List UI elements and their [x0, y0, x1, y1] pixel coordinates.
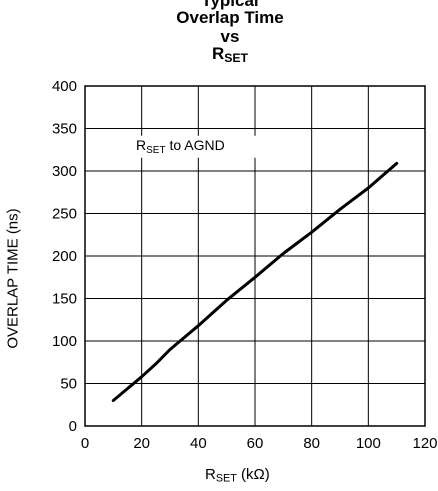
title-rset-main: R — [211, 44, 225, 63]
chart-title-line-3: vs — [220, 27, 240, 46]
x-tick-label: 60 — [247, 435, 264, 452]
y-tick-label: 100 — [52, 333, 77, 350]
y-tick-label: 400 — [52, 78, 77, 95]
x-tick-label: 80 — [303, 435, 320, 452]
annotation-sub: SET — [146, 145, 165, 156]
y-tick-label: 250 — [52, 206, 77, 223]
x-tick-label: 120 — [412, 435, 437, 452]
title-rset-sub: SET — [224, 51, 249, 66]
annotation-background — [134, 135, 262, 158]
series-line-0 — [111, 161, 399, 402]
y-tick-label: 0 — [69, 418, 77, 435]
chart-title-line-2: Overlap Time — [176, 8, 284, 27]
chart-title-line-4: RSET — [140, 44, 320, 68]
x-axis-label: RSET (kΩ) — [205, 466, 270, 485]
x-label-sub: SET — [215, 472, 237, 485]
chart-title-line-1: Typical — [201, 0, 259, 10]
y-tick-label: 350 — [52, 121, 77, 138]
y-tick-label: 150 — [52, 291, 77, 308]
annotation-rest: to AGND — [166, 137, 225, 153]
rset-to-agnd-annotation: RSET to AGND — [136, 137, 225, 156]
x-label-rest: (kΩ) — [236, 466, 270, 483]
axis-tick-labels: 0 20 40 60 80 100 120 0 50 100 150 200 250 300 350 400 — [52, 78, 438, 452]
x-tick-label: 40 — [190, 435, 207, 452]
y-tick-label: 50 — [60, 376, 77, 393]
x-tick-label: 100 — [356, 435, 381, 452]
y-tick-label: 200 — [52, 248, 77, 265]
series-group — [111, 161, 399, 402]
x-tick-label: 20 — [133, 435, 150, 452]
annotation-r: R — [136, 137, 146, 153]
plot-frame — [84, 85, 426, 427]
y-tick-label: 300 — [52, 163, 77, 180]
x-tick-label: 0 — [81, 435, 89, 452]
x-label-main: R — [205, 466, 216, 483]
